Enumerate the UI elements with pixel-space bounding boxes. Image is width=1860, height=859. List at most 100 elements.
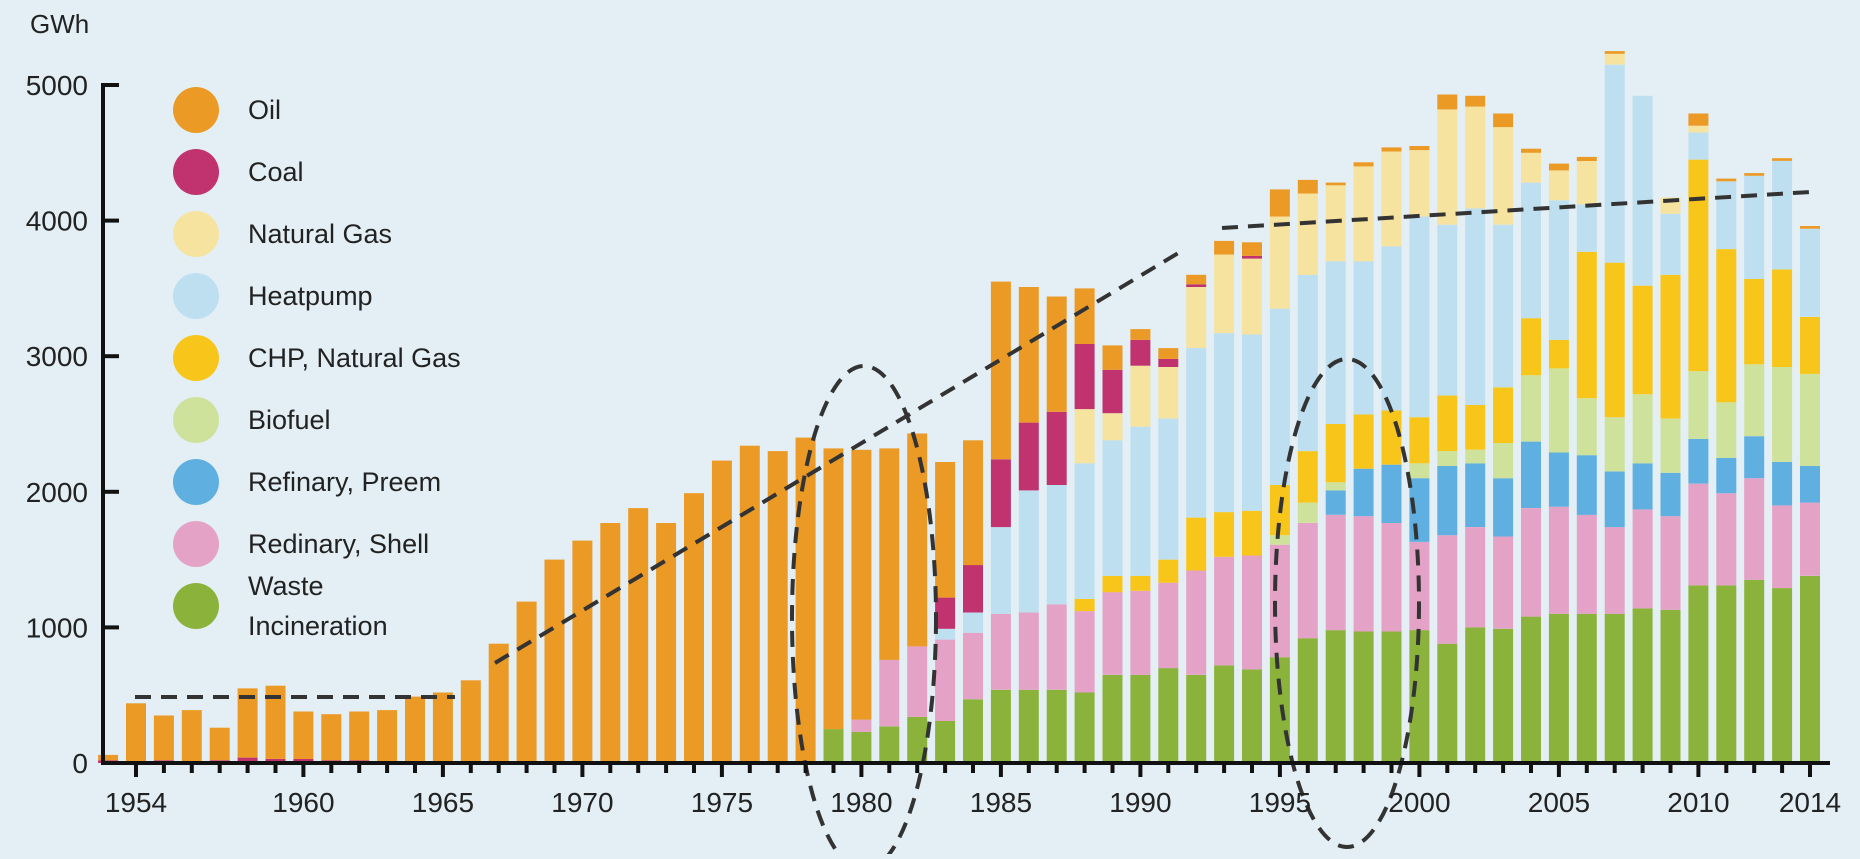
bar-biofuel-2009 <box>1660 418 1681 473</box>
bar-oil-1994 <box>1242 242 1262 256</box>
bar-oil-1993 <box>1214 240 1235 255</box>
bar-heatpump-1994 <box>1242 334 1262 511</box>
bar-oil-2011 <box>1716 178 1737 182</box>
bar-heatpump-1984 <box>963 612 983 633</box>
bar-heatpump-1992 <box>1186 348 1207 518</box>
bar-refinary-preem-2008 <box>1632 463 1653 510</box>
bar-waste-incineration-1988 <box>1074 692 1095 763</box>
legend-swatch-redinary-shell <box>173 521 219 567</box>
annotations-group <box>135 190 1811 859</box>
legend-label-waste-incineration: Waste Incineration <box>248 571 388 641</box>
bar-chp-natural-gas-2013 <box>1772 269 1793 367</box>
bar-oil-1964 <box>405 696 425 763</box>
bar-redinary-shell-2011 <box>1716 493 1737 586</box>
bar-redinary-shell-2005 <box>1548 506 1569 614</box>
bar-heatpump-2006 <box>1576 204 1597 252</box>
bar-heatpump-2013 <box>1772 160 1793 270</box>
bar-oil-2004 <box>1521 148 1541 153</box>
bar-coal-1959 <box>265 758 286 763</box>
bar-chp-natural-gas-1989 <box>1102 575 1123 593</box>
bar-chp-natural-gas-2004 <box>1521 318 1541 376</box>
legend-label-redinary-shell: Redinary, Shell <box>248 529 429 559</box>
bar-coal-1960 <box>293 758 314 763</box>
bar-waste-incineration-1998 <box>1353 631 1374 763</box>
bar-chp-natural-gas-1998 <box>1353 414 1374 469</box>
legend-swatch-oil <box>173 87 219 133</box>
bar-redinary-shell-1991 <box>1158 582 1179 669</box>
bar-chp-natural-gas-1994 <box>1242 510 1262 556</box>
bar-heatpump-1997 <box>1325 261 1346 424</box>
bar-heatpump-1999 <box>1381 246 1402 411</box>
bar-chp-natural-gas-2012 <box>1744 278 1765 365</box>
legend-swatch-coal <box>173 149 219 195</box>
bar-redinary-shell-1981 <box>879 659 900 727</box>
bar-natural-gas-2000 <box>1409 150 1430 217</box>
bar-natural-gas-1992 <box>1186 287 1207 348</box>
bar-refinary-preem-2006 <box>1576 455 1597 515</box>
bar-oil-1958 <box>237 688 258 758</box>
bar-redinary-shell-1992 <box>1186 570 1207 675</box>
bar-coal-1987 <box>1046 411 1067 485</box>
bar-refinary-preem-2001 <box>1437 466 1458 536</box>
bar-biofuel-2014 <box>1800 373 1820 466</box>
bar-chp-natural-gas-1991 <box>1158 559 1179 583</box>
bar-biofuel-2008 <box>1632 394 1653 464</box>
bar-waste-incineration-2005 <box>1548 613 1569 763</box>
bar-biofuel-2006 <box>1576 398 1597 456</box>
bar-refinary-preem-2007 <box>1604 471 1625 528</box>
bar-oil-1987 <box>1046 296 1067 412</box>
bar-natural-gas-1993 <box>1214 254 1235 334</box>
bar-waste-incineration-2009 <box>1660 609 1681 763</box>
bar-heatpump-2012 <box>1744 175 1765 279</box>
bar-natural-gas-1998 <box>1353 166 1374 262</box>
legend-swatch-heatpump <box>173 273 219 319</box>
bar-biofuel-2001 <box>1437 451 1458 466</box>
bars-group <box>98 51 1820 763</box>
bar-refinary-preem-1997 <box>1325 490 1346 515</box>
x-tick-label-1975: 1975 <box>691 787 753 818</box>
bar-heatpump-1991 <box>1158 418 1179 560</box>
bar-coal-1994 <box>1242 255 1262 259</box>
bar-chp-natural-gas-2003 <box>1493 387 1514 443</box>
bar-natural-gas-2006 <box>1576 160 1597 205</box>
bar-redinary-shell-1982 <box>907 646 928 717</box>
bar-heatpump-1998 <box>1353 261 1374 415</box>
bar-heatpump-2007 <box>1604 64 1625 263</box>
bar-oil-1998 <box>1353 162 1374 167</box>
bar-heatpump-1985 <box>990 527 1011 614</box>
bar-heatpump-2009 <box>1660 213 1681 275</box>
bar-biofuel-2002 <box>1465 449 1486 464</box>
bar-oil-2010 <box>1688 113 1709 126</box>
bar-redinary-shell-1994 <box>1242 555 1262 670</box>
bar-oil-1974 <box>684 493 704 763</box>
bar-natural-gas-1997 <box>1325 185 1346 262</box>
bar-waste-incineration-1980 <box>851 731 872 763</box>
legend-swatch-natural-gas <box>173 211 219 257</box>
bar-oil-2001 <box>1437 94 1458 110</box>
bar-waste-incineration-2012 <box>1744 579 1765 763</box>
bar-oil-1970 <box>572 540 593 763</box>
x-tick-label-1960: 1960 <box>272 787 334 818</box>
bar-oil-2012 <box>1744 173 1765 176</box>
bar-natural-gas-2001 <box>1437 109 1458 225</box>
bar-heatpump-1986 <box>1018 490 1039 613</box>
bar-redinary-shell-1985 <box>990 613 1011 690</box>
bar-oil-1985 <box>990 281 1011 460</box>
bar-oil-1986 <box>1018 287 1039 423</box>
bar-oil-1983 <box>935 462 956 598</box>
bar-chp-natural-gas-2010 <box>1688 159 1709 372</box>
bar-biofuel-2005 <box>1548 368 1569 453</box>
bar-waste-incineration-1993 <box>1214 665 1235 763</box>
bar-oil-1978 <box>795 437 816 763</box>
bar-refinary-preem-2004 <box>1521 441 1541 508</box>
bar-coal-1991 <box>1158 358 1179 367</box>
x-tick-label-1990: 1990 <box>1109 787 1171 818</box>
bar-waste-incineration-2000 <box>1409 630 1430 763</box>
x-tick-label-2000: 2000 <box>1388 787 1450 818</box>
bar-redinary-shell-1999 <box>1381 523 1402 632</box>
bar-refinary-preem-2012 <box>1744 436 1765 479</box>
bar-redinary-shell-1997 <box>1325 514 1346 631</box>
bar-waste-incineration-1981 <box>879 726 900 763</box>
